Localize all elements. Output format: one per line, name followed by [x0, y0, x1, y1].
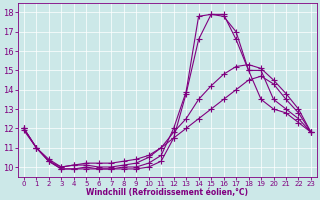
X-axis label: Windchill (Refroidissement éolien,°C): Windchill (Refroidissement éolien,°C) — [86, 188, 248, 197]
